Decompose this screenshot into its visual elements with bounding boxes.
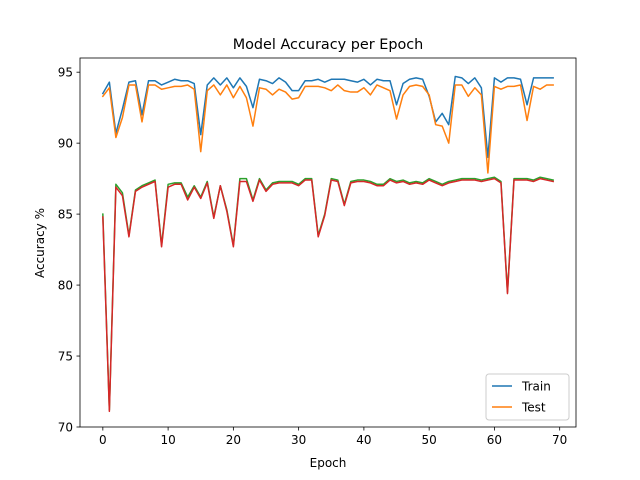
x-tick-label: 70	[552, 433, 567, 447]
legend: Train Test	[485, 373, 570, 421]
y-tick-label: 80	[58, 278, 73, 292]
x-tick-label: 20	[226, 433, 241, 447]
axes-frame	[79, 57, 577, 428]
x-tick-label: 0	[99, 433, 107, 447]
chart-title: Model Accuracy per Epoch	[233, 37, 424, 53]
y-tick-label: 90	[58, 136, 73, 150]
legend-label-train: Train	[521, 379, 551, 393]
series-line-test	[101, 84, 554, 174]
x-axis-label: Epoch	[310, 456, 347, 470]
y-axis-label: Accuracy %	[33, 208, 47, 278]
legend-label-test: Test	[521, 400, 546, 414]
y-tick-label: 85	[58, 207, 73, 221]
x-tick-label: 40	[356, 433, 371, 447]
x-tick-label: 10	[160, 433, 175, 447]
x-tick-label: 60	[487, 433, 502, 447]
plot-area: 0 10 20 30 40 50 60 70 70 75 80 85 90 95	[58, 57, 577, 447]
y-tick-label: 75	[58, 349, 73, 363]
x-tick-label: 30	[291, 433, 306, 447]
y-tick-label: 95	[58, 65, 73, 79]
series-line-unlabeled-3	[102, 177, 555, 413]
series-line-train	[101, 75, 554, 159]
x-tick-label: 50	[422, 433, 437, 447]
y-tick-label: 70	[58, 420, 73, 434]
